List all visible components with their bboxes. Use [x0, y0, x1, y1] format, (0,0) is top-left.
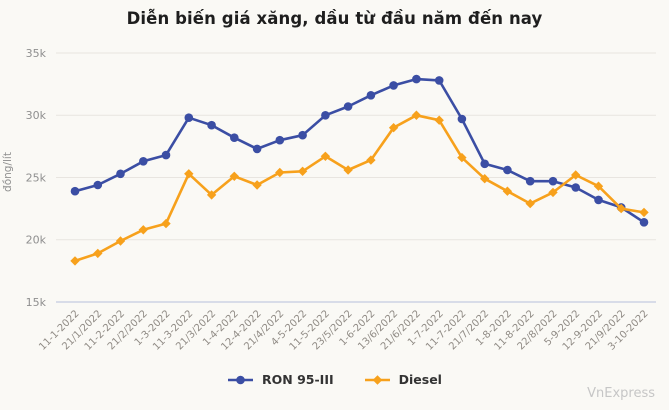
data-point-ron-95-iii[interactable] [139, 157, 148, 166]
data-point-ron-95-iii[interactable] [594, 195, 603, 205]
data-point-diesel[interactable] [366, 155, 376, 165]
data-point-ron-95-iii[interactable] [275, 135, 285, 145]
data-point-diesel[interactable] [388, 123, 399, 133]
data-point-ron-95-iii[interactable] [389, 81, 398, 90]
data-point-diesel[interactable] [525, 198, 535, 209]
data-point-diesel[interactable] [70, 256, 80, 266]
data-point-ron-95-iii[interactable] [571, 183, 580, 192]
data-point-ron-95-iii[interactable] [184, 113, 194, 122]
data-point-diesel[interactable] [252, 180, 262, 190]
data-point-ron-95-iii[interactable] [548, 176, 558, 186]
data-point-ron-95-iii[interactable] [207, 120, 216, 130]
y-tick-label: 30k [26, 109, 47, 122]
data-point-diesel[interactable] [229, 171, 239, 181]
data-point-ron-95-iii[interactable] [503, 165, 512, 175]
data-point-diesel[interactable] [275, 167, 285, 178]
data-point-diesel[interactable] [138, 225, 148, 235]
data-point-ron-95-iii[interactable] [70, 186, 80, 196]
line-circle-marker-icon [228, 375, 254, 384]
data-point-ron-95-iii[interactable] [252, 144, 262, 154]
data-point-ron-95-iii[interactable] [93, 180, 103, 190]
data-point-diesel[interactable] [480, 174, 490, 184]
series-line-ron-95-iii [73, 77, 646, 224]
y-tick-label: 25k [26, 171, 47, 184]
series-line-diesel [73, 114, 646, 263]
data-point-diesel[interactable] [320, 151, 331, 161]
data-point-ron-95-iii[interactable] [321, 111, 330, 120]
data-point-diesel[interactable] [184, 169, 194, 179]
data-point-diesel[interactable] [593, 181, 604, 191]
legend-item-diesel[interactable]: Diesel [364, 372, 442, 387]
legend-label-diesel: Diesel [398, 372, 442, 387]
data-point-ron-95-iii[interactable] [525, 176, 535, 186]
data-point-ron-95-iii[interactable] [480, 159, 490, 169]
data-point-diesel[interactable] [571, 170, 581, 180]
chart-title: Diễn biến giá xăng, dầu từ đầu năm đến n… [126, 9, 543, 28]
data-point-diesel[interactable] [161, 218, 171, 229]
data-point-diesel[interactable] [115, 236, 126, 246]
data-point-ron-95-iii[interactable] [412, 74, 421, 84]
data-point-ron-95-iii[interactable] [230, 133, 239, 142]
legend-item-ron95[interactable]: RON 95-III [227, 372, 334, 387]
data-point-ron-95-iii[interactable] [639, 218, 649, 227]
y-tick-label: 15k [26, 296, 47, 309]
data-point-diesel[interactable] [206, 190, 217, 200]
data-point-diesel[interactable] [457, 152, 467, 163]
data-point-diesel[interactable] [548, 187, 558, 198]
y-tick-label: 20k [26, 234, 47, 247]
data-point-ron-95-iii[interactable] [298, 130, 307, 140]
y-axis-title: đồng/lít [2, 152, 14, 192]
data-point-ron-95-iii[interactable] [366, 91, 376, 100]
data-point-diesel[interactable] [411, 110, 422, 121]
data-point-ron-95-iii[interactable] [343, 102, 353, 111]
vnexpress-watermark: VnExpress [587, 386, 655, 401]
data-point-ron-95-iii[interactable] [434, 76, 444, 85]
data-point-diesel[interactable] [616, 203, 626, 214]
data-point-diesel[interactable] [343, 165, 353, 175]
price-chart[interactable]: 35k30k25k20k15k11-1-202221/1/202211-2-20… [0, 0, 669, 365]
data-point-diesel[interactable] [502, 186, 513, 196]
y-tick-label: 35k [26, 47, 47, 60]
data-point-diesel[interactable] [297, 166, 308, 176]
legend-label-ron95: RON 95-III [262, 372, 334, 387]
line-diamond-marker-icon [364, 374, 390, 385]
data-point-ron-95-iii[interactable] [116, 169, 125, 179]
data-point-diesel[interactable] [434, 115, 444, 125]
data-point-diesel[interactable] [639, 207, 649, 218]
data-point-ron-95-iii[interactable] [457, 114, 467, 124]
data-point-ron-95-iii[interactable] [161, 150, 171, 160]
data-point-diesel[interactable] [93, 248, 103, 259]
legend: RON 95-III Diesel [0, 372, 669, 387]
